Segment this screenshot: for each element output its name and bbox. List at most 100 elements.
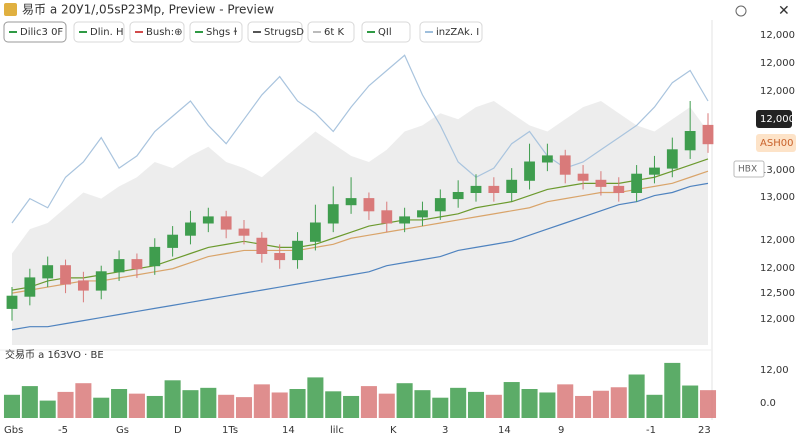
candle-body [381,210,393,224]
x-label: 14 [498,425,511,436]
candle-body [452,192,464,200]
volume-bar [699,390,717,418]
toolbar-label: 6t K [324,27,344,38]
volume-bar [575,395,592,418]
volume-bar [396,383,413,418]
volume-bar [539,392,556,418]
toolbar-button[interactable] [361,21,411,43]
volume-bar [75,383,92,418]
candle-body [60,265,71,285]
indicator-line [11,182,709,331]
close-icon[interactable]: ✕ [778,3,790,19]
x-label: 3 [442,425,448,436]
candle-body [631,173,643,193]
candle-body [292,240,303,261]
volume-bar [253,384,270,418]
candle-body [399,216,411,224]
toolbar-label: StrugsD [264,27,304,38]
volume-bar [200,387,217,418]
volume-bar [664,362,681,418]
x-label: Gs [116,425,129,436]
candle-body [470,185,482,193]
toolbar-label: Dlin. H [90,27,123,38]
candle-body [113,259,125,273]
volume-bar [557,384,574,418]
candle-body [666,149,678,169]
candle-body [488,185,500,193]
toolbar-button[interactable] [247,21,303,43]
candle-body [309,222,321,242]
candle-body [167,234,179,248]
price-label: 12,000 [760,86,795,97]
candle-body [6,295,18,309]
volume-label: 12,00 [760,365,789,376]
candle-body [202,216,214,224]
volume-bar [682,385,699,418]
volume-bar [414,390,431,418]
candle-body [256,237,268,254]
price-label: 12,000 [760,263,795,274]
volume-bar [646,394,663,418]
candle-body [613,185,625,193]
candle-body [131,259,143,270]
x-label: -1 [646,425,656,436]
x-label: 1Ts [222,425,238,436]
candle-body [345,198,357,206]
volume-bar [39,400,56,418]
volume-bar [289,389,306,418]
volume-bar [521,389,538,418]
price-highlight [756,110,792,128]
toolbar-button[interactable] [73,21,125,43]
toolbar-label: inzZAk. I [436,27,479,38]
volume-bar [378,393,395,418]
price-label: 12,500 [760,288,795,299]
toolbar-button[interactable] [3,21,67,43]
volume-bar [592,390,609,418]
volume-bar [3,394,21,418]
price-label: 12,000 [760,114,795,125]
volume-bar [307,377,324,418]
volume-bar [610,387,627,418]
toolbar-button[interactable] [189,21,243,43]
candle-body [363,198,375,212]
price-label: 13,000 [760,165,795,176]
volume-bar [93,397,110,418]
candle-body [684,131,696,151]
volume-bar [325,391,342,418]
price-label: 13,000 [760,192,795,203]
x-label: Gbs [4,425,23,436]
candle-body [149,246,161,267]
volume-bar [57,391,74,418]
volume-bar [271,392,288,418]
candle-body [541,155,553,163]
volume-bar [503,382,520,418]
toolbar-button[interactable] [419,21,483,43]
toolbar-label: QIl [378,27,392,38]
toolbar-button[interactable] [307,21,355,43]
candle-body [95,271,107,291]
candle-body [434,198,446,212]
volume-bar [432,397,449,418]
price-label: 12,000 [760,235,795,246]
volume-bar [235,397,253,418]
candle-body [559,155,571,175]
volume-bar [164,380,181,418]
candle-body [524,161,535,181]
toolbar-label: Shgs ɫ [206,27,237,38]
price-tag [756,134,796,152]
indicator-line [11,158,709,291]
x-label: 14 [282,425,295,436]
toolbar-button[interactable] [129,21,185,43]
candle-body [185,222,196,236]
side-tag: HBX [738,165,757,175]
side-tag-box [733,160,765,178]
volume-bar [218,394,235,418]
candle-body [327,204,339,224]
settings-icon[interactable] [735,5,747,17]
volume-title: 交易币 a 1бЗVO · BE [5,348,104,361]
app-icon [4,3,17,16]
x-label: 9 [558,425,564,436]
indicator-line [11,170,709,294]
candle-body [577,173,589,181]
